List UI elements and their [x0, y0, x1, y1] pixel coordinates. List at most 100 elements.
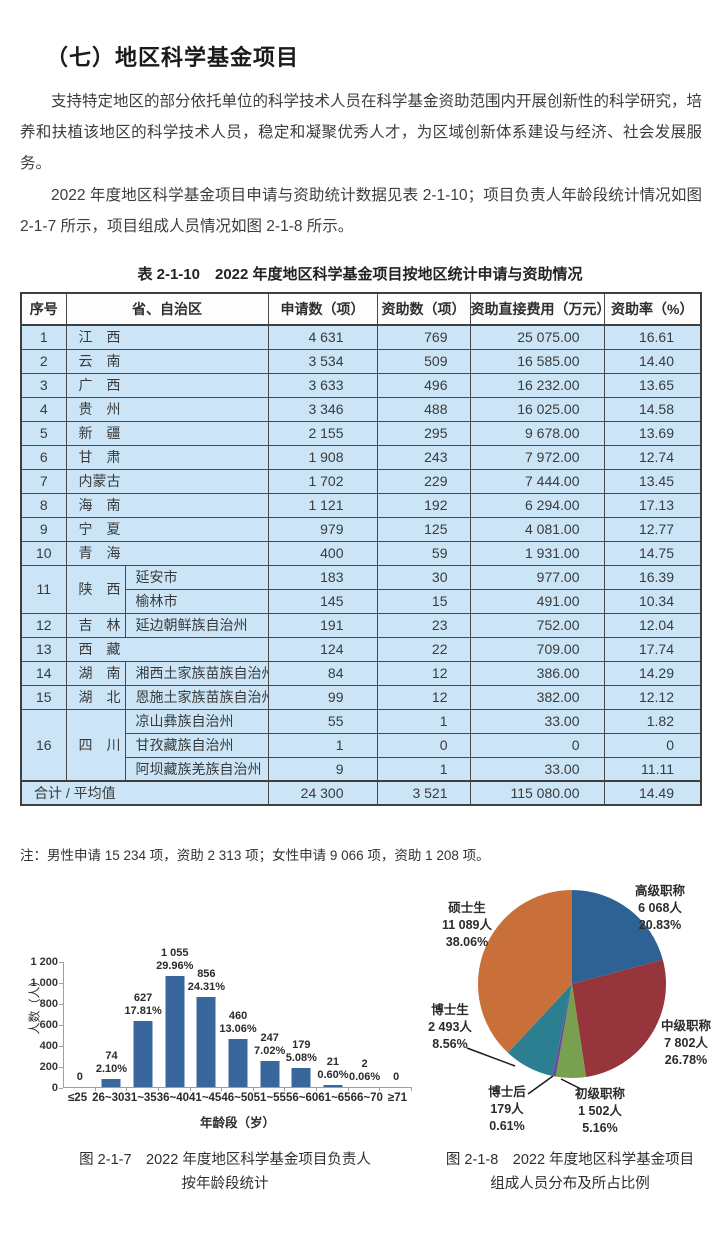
row-number-cell: 14: [20, 660, 67, 686]
header-grants: 资助数（项）: [376, 292, 471, 326]
value-cell: 400: [267, 540, 378, 566]
value-cell: 14.58: [603, 396, 702, 422]
y-tick-label: 400: [39, 1040, 58, 1052]
bar-value-label: 0: [393, 1071, 400, 1083]
bar-slot: 0: [380, 962, 413, 1091]
table-row: 甘孜藏族自治州 1 0 0 0: [21, 732, 702, 758]
total-label-cell: 合计 / 平均值: [20, 780, 269, 806]
x-tick-mark: [221, 1087, 223, 1091]
value-cell: 33.00: [469, 756, 605, 782]
province-cell: 江 西: [65, 324, 269, 350]
value-cell: 17.74: [603, 636, 702, 662]
row-number-cell: 13: [20, 636, 67, 662]
value-cell: 1: [376, 756, 471, 782]
value-cell: 13.69: [603, 420, 702, 446]
value-cell: 16 585.00: [469, 348, 605, 374]
value-cell: 709.00: [469, 636, 605, 662]
province-cell: 四 川: [65, 708, 126, 782]
value-cell: 15: [376, 588, 471, 614]
x-category-label: 46~50: [221, 1092, 254, 1104]
value-cell: 1: [267, 732, 378, 758]
value-cell: 382.00: [469, 684, 605, 710]
pie-leader-line: [466, 1047, 516, 1067]
region-cell: 凉山彝族自治州: [124, 708, 269, 734]
y-tick-label: 0: [51, 1082, 58, 1094]
province-cell: 云 南: [65, 348, 269, 374]
value-cell: 12.77: [603, 516, 702, 542]
table-row: 14 湖 南湘西土家族苗族自治州 84 12 386.00 14.29: [20, 660, 702, 686]
value-cell: 13.65: [603, 372, 702, 398]
x-category-label: 66~70: [350, 1092, 383, 1104]
value-cell: 11.11: [603, 756, 702, 782]
province-cell: 内蒙古: [65, 468, 269, 494]
value-cell: 3 346: [267, 396, 378, 422]
body-paragraph: 2022 年度地区科学基金项目申请与资助统计数据见表 2-1-10；项目负责人年…: [20, 187, 702, 235]
row-number-cell: 5: [20, 420, 67, 446]
bar: [323, 1085, 343, 1087]
value-cell: 9 678.00: [469, 420, 605, 446]
header-no: 序号: [20, 292, 67, 326]
table-row: 13 西 藏 124 22 709.00 17.74: [20, 636, 702, 662]
region-cell: 阿坝藏族羌族自治州: [124, 756, 269, 782]
value-cell: 1 908: [267, 444, 378, 470]
table-row: 7 内蒙古 1 702 229 7 444.00 13.45: [20, 468, 702, 494]
pie-leader-line: [560, 1078, 584, 1091]
value-cell: 192: [376, 492, 471, 518]
bar: [165, 976, 185, 1087]
bar-slot: 247 7.02%: [254, 962, 286, 1091]
x-category-label: 56~60: [285, 1092, 319, 1104]
province-cell: 贵 州: [65, 396, 269, 422]
bar-slot: 627 17.81%: [124, 962, 162, 1091]
x-category-label: 26~30: [92, 1092, 125, 1104]
row-number-cell: 6: [20, 444, 67, 470]
x-tick-mark: [284, 1087, 286, 1091]
value-cell: 4 081.00: [469, 516, 605, 542]
value-cell: 12: [376, 684, 471, 710]
pie-slice-label: 高级职称 6 068人 20.83%: [634, 884, 685, 932]
y-tick-label: 200: [39, 1061, 58, 1073]
value-cell: 191: [267, 612, 378, 638]
pie-slice-label: 博士后 179人 0.61%: [488, 1085, 526, 1133]
figure-caption-2-1-8: 图 2-1-8 2022 年度地区科学基金项目 组成人员分布及所占比例: [445, 1152, 695, 1192]
bar-value-label: 74 2.10%: [95, 1050, 128, 1075]
pie-slice-label: 硕士生 11 089人 38.06%: [441, 901, 493, 949]
x-category-label: 41~45: [189, 1092, 222, 1104]
pie-leader-line: [527, 1075, 554, 1095]
y-tick-label: 800: [39, 998, 58, 1010]
pie-slice-硕士生: [477, 890, 572, 1053]
province-cell: 甘 肃: [65, 444, 269, 470]
region-cell: 甘孜藏族自治州: [124, 732, 269, 758]
province-cell: 广 西: [65, 372, 269, 398]
province-cell: 湖 北: [65, 684, 126, 710]
value-cell: 491.00: [469, 588, 605, 614]
province-cell: 陕 西: [65, 564, 126, 614]
age-bar-chart: 人数（人） 0 200 400 600 800 1 000 1 200 0 74 2.10% 62…: [22, 878, 422, 1140]
x-tick-mark: [379, 1087, 381, 1091]
region-cell: 延安市: [124, 564, 269, 590]
value-cell: 509: [376, 348, 471, 374]
row-number-cell: 16: [20, 708, 67, 782]
table-row: 榆林市 145 15 491.00 10.34: [21, 588, 702, 614]
value-cell: 12.74: [603, 444, 702, 470]
row-number-cell: 2: [20, 348, 67, 374]
province-cell: 青 海: [65, 540, 269, 566]
pie-slice-博士后: [552, 984, 572, 1077]
table-title: 表 2-1-10 2022 年度地区科学基金项目按地区统计申请与资助情况: [137, 266, 583, 283]
province-cell: 湖 南: [65, 660, 126, 686]
table-footnote: 注：男性申请 15 234 项，资助 2 313 项；女性申请 9 066 项，…: [20, 848, 490, 863]
y-tick-mark: [59, 1004, 63, 1005]
value-cell: 125: [376, 516, 471, 542]
y-tick-mark: [59, 1025, 63, 1026]
province-cell: 西 藏: [65, 636, 269, 662]
value-cell: 1.82: [603, 708, 702, 734]
y-tick-label: 1 000: [30, 977, 58, 989]
figure-caption-2-1-7: 图 2-1-7 2022 年度地区科学基金项目负责人 按年龄段统计: [79, 1152, 371, 1192]
value-cell: 23: [376, 612, 471, 638]
province-cell: 宁 夏: [65, 516, 269, 542]
section-heading: （七）地区科学基金项目: [46, 45, 300, 70]
